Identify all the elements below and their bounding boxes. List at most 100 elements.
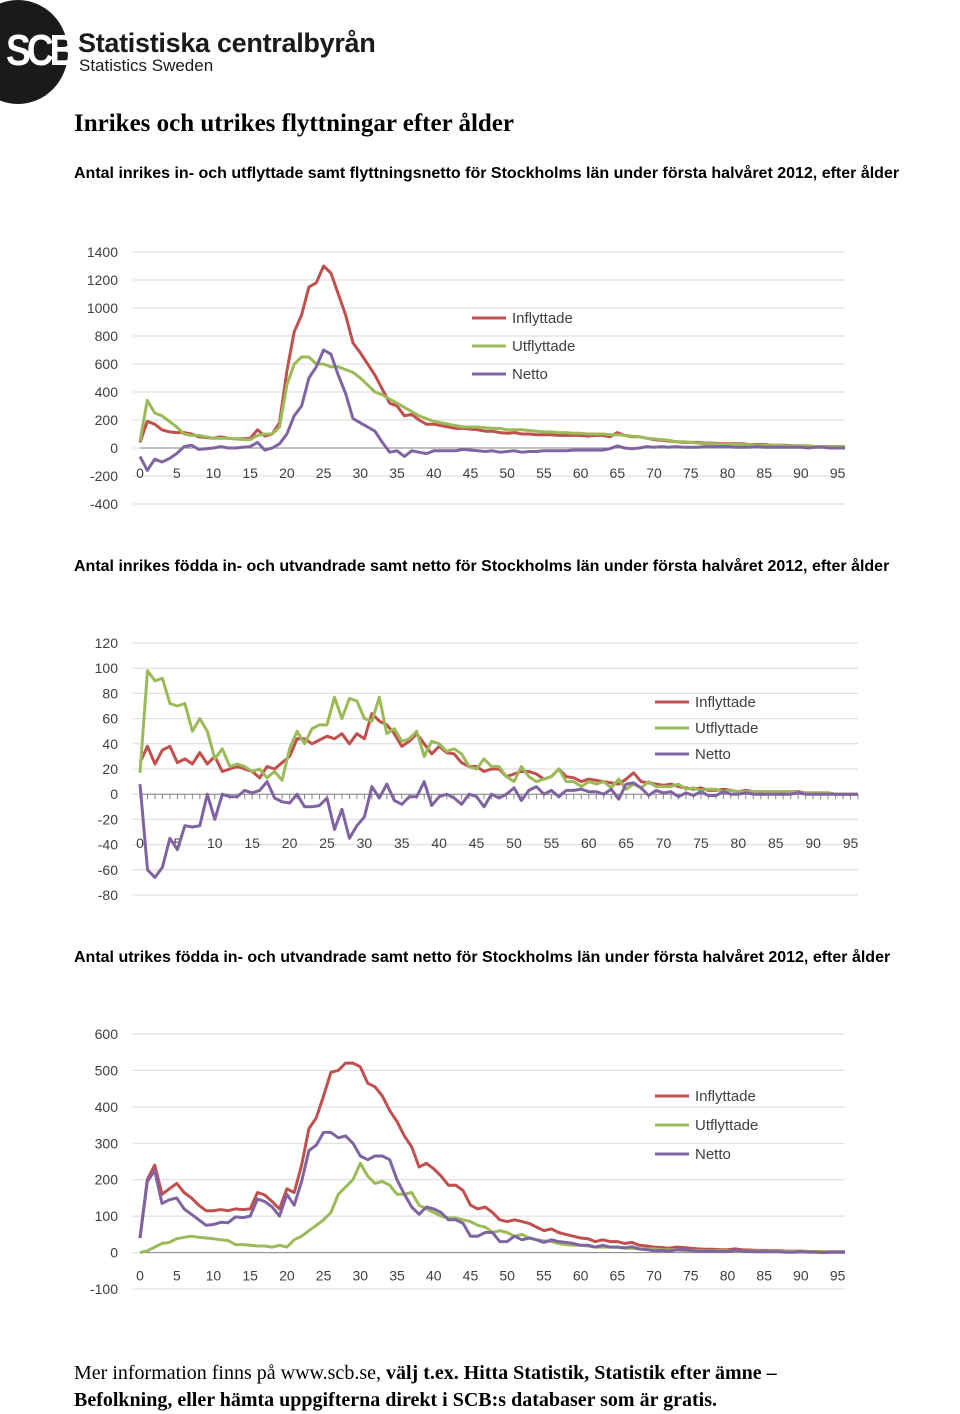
footer-line1-bold: välj t.ex. Hitta Statistik, Statistik ef… <box>385 1362 777 1384</box>
x-tick-label: 55 <box>536 1268 552 1284</box>
scb-logo-mark: SCB <box>6 26 76 75</box>
x-tick-label: 25 <box>319 835 335 851</box>
legend-label-inflyttade: Inflyttade <box>695 1088 756 1105</box>
series-line-utflyttade <box>138 355 845 449</box>
x-tick-label: 75 <box>683 1268 699 1284</box>
y-tick-label: 1000 <box>87 300 118 316</box>
x-tick-label: 20 <box>279 465 295 481</box>
legend-label-netto: Netto <box>512 366 548 383</box>
x-tick-label: 50 <box>499 465 515 481</box>
scb-logo-name: Statistiska centralbyrån <box>78 28 376 58</box>
x-tick-label: 40 <box>431 835 447 851</box>
x-tick-label: 35 <box>394 835 410 851</box>
x-tick-label: 70 <box>656 835 672 851</box>
x-tick-label: 10 <box>206 465 222 481</box>
y-tick-label: 100 <box>95 660 119 676</box>
x-tick-label: 0 <box>136 465 144 481</box>
x-tick-label: 75 <box>683 465 699 481</box>
legend-label-inflyttade: Inflyttade <box>512 310 573 327</box>
x-tick-label: 70 <box>646 1268 662 1284</box>
x-tick-label: 85 <box>756 1268 772 1284</box>
chart-1-caption: Antal inrikes in- och utflyttade samt fl… <box>74 165 900 182</box>
legend-label-utflyttade: Utflyttade <box>512 338 575 355</box>
x-tick-label: 15 <box>242 465 258 481</box>
y-tick-label: 100 <box>95 1208 119 1224</box>
legend-label-netto: Netto <box>695 746 731 763</box>
y-tick-label: -400 <box>90 496 118 512</box>
y-tick-label: -40 <box>98 837 118 853</box>
x-tick-label: 80 <box>720 1268 736 1284</box>
x-tick-label: 60 <box>581 835 597 851</box>
page-title: Inrikes och utrikes flyttningar efter ål… <box>74 110 515 137</box>
y-tick-label: 80 <box>102 685 118 701</box>
x-tick-label: 5 <box>173 1268 181 1284</box>
series-line-netto <box>138 348 845 472</box>
y-tick-label: 0 <box>110 786 118 802</box>
x-tick-label: 20 <box>282 835 298 851</box>
chart-3-utrikes-fodda: -100 0 100 200 300 400 500 600 0 5 10 15 20 25 30 35 40 4… <box>90 1026 846 1297</box>
x-tick-label: 85 <box>756 465 772 481</box>
x-tick-label: 65 <box>618 835 634 851</box>
chart-2-inrikes-fodda: -80 -60 -40 -20 0 20 40 60 80 100 120 0 5 10 15 20 25 30 3… <box>95 635 859 903</box>
x-tick-label: 65 <box>610 465 626 481</box>
x-tick-label: 25 <box>316 465 332 481</box>
x-tick-label: 60 <box>573 1268 589 1284</box>
chart-2-caption: Antal inrikes födda in- och utvandrade s… <box>74 558 890 575</box>
x-tick-label: 65 <box>610 1268 626 1284</box>
chart-3-caption: Antal utrikes födda in- och utvandrade s… <box>74 949 891 966</box>
x-tick-label: 20 <box>279 1268 295 1284</box>
x-tick-label: 0 <box>136 1268 144 1284</box>
x-tick-label: 95 <box>843 835 859 851</box>
y-tick-label: 0 <box>110 1245 118 1261</box>
x-tick-label: 40 <box>426 1268 442 1284</box>
y-tick-label: -60 <box>98 862 118 878</box>
x-tick-label: 10 <box>206 1268 222 1284</box>
y-tick-label: 40 <box>102 736 118 752</box>
x-tick-label: 35 <box>389 1268 405 1284</box>
x-tick-label: 5 <box>173 835 181 851</box>
y-tick-label: 120 <box>95 635 119 651</box>
x-tick-label: 10 <box>207 835 223 851</box>
x-tick-label: 45 <box>469 835 485 851</box>
x-tick-label: 25 <box>316 1268 332 1284</box>
x-tick-label: 30 <box>357 835 373 851</box>
x-tick-label: 45 <box>463 465 479 481</box>
x-tick-label: 95 <box>830 465 846 481</box>
y-tick-label: 200 <box>95 412 119 428</box>
x-tick-label: 70 <box>646 465 662 481</box>
legend-label-inflyttade: Inflyttade <box>695 694 756 711</box>
y-tick-label: 300 <box>95 1135 119 1151</box>
y-tick-label: 400 <box>95 384 119 400</box>
footer-line2-bold: Befolkning, eller hämta uppgifterna dire… <box>74 1389 717 1411</box>
legend-label-utflyttade: Utflyttade <box>695 720 758 737</box>
x-tick-label: 90 <box>805 835 821 851</box>
x-tick-label: 55 <box>536 465 552 481</box>
x-tick-label: 30 <box>353 1268 369 1284</box>
x-tick-label: 30 <box>353 465 369 481</box>
chart-1-inrikes-flyttningar: -400 -200 0 200 400 600 800 1000 1200 1400 0 5 10 15 2… <box>87 244 846 512</box>
y-tick-label: -80 <box>98 887 118 903</box>
x-tick-label: 40 <box>426 465 442 481</box>
series-line-utflyttade <box>138 669 858 796</box>
x-tick-label: 15 <box>244 835 260 851</box>
y-tick-label: 400 <box>95 1099 119 1115</box>
y-tick-label: 200 <box>95 1172 119 1188</box>
x-tick-label: 80 <box>731 835 747 851</box>
x-tick-label: 85 <box>768 835 784 851</box>
x-tick-label: 35 <box>389 465 405 481</box>
y-tick-label: 600 <box>95 1026 119 1042</box>
series-line-netto <box>138 780 858 879</box>
x-tick-label: 55 <box>544 835 560 851</box>
y-tick-label: 20 <box>102 761 118 777</box>
legend-label-netto: Netto <box>695 1146 731 1163</box>
x-tick-label: 0 <box>136 835 144 851</box>
y-tick-label: -200 <box>90 468 118 484</box>
series-line-netto <box>138 1130 845 1255</box>
y-tick-label: 0 <box>110 440 118 456</box>
y-tick-label: -20 <box>98 811 118 827</box>
x-tick-label: 15 <box>242 1268 258 1284</box>
x-tick-label: 60 <box>573 465 589 481</box>
scb-logo-subtitle: Statistics Sweden <box>79 56 214 75</box>
x-tick-label: 90 <box>793 465 809 481</box>
x-tick-label: 95 <box>830 1268 846 1284</box>
